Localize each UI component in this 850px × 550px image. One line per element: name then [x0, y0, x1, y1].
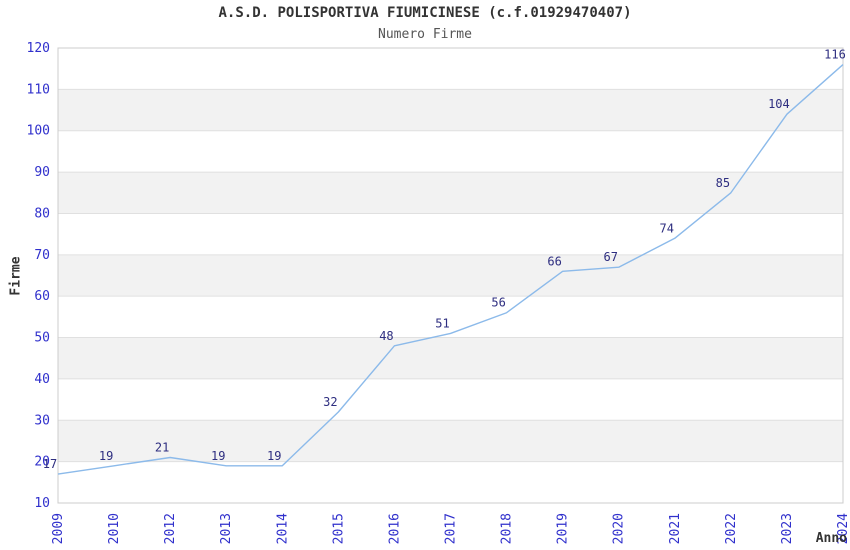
y-tick-label: 60 — [34, 289, 50, 304]
data-label: 56 — [491, 296, 505, 310]
y-axis-title: Firme — [8, 256, 24, 296]
data-label: 21 — [155, 441, 169, 455]
plot-band — [58, 130, 843, 173]
y-tick-label: 120 — [27, 41, 50, 56]
x-tick-label: 2013 — [219, 513, 234, 544]
plot-band — [58, 461, 843, 503]
data-label: 19 — [99, 449, 113, 463]
plot-band — [58, 378, 843, 421]
data-label: 104 — [768, 97, 790, 111]
data-label: 17 — [43, 457, 57, 471]
y-tick-label: 10 — [34, 496, 50, 511]
chart-title: A.S.D. POLISPORTIVA FIUMICINESE (c.f.019… — [218, 5, 632, 21]
plot-band — [58, 89, 843, 131]
plot-band — [58, 337, 843, 379]
data-label: 66 — [547, 254, 561, 268]
y-tick-label: 110 — [27, 82, 50, 97]
x-tick-label: 2010 — [107, 513, 122, 544]
x-tick-label: 2015 — [331, 513, 346, 544]
x-tick-label: 2014 — [275, 513, 290, 544]
x-axis-title: Anno — [815, 531, 847, 546]
x-tick-label: 2023 — [780, 513, 795, 544]
data-label: 32 — [323, 395, 337, 409]
y-tick-label: 20 — [34, 455, 50, 470]
y-tick-label: 90 — [34, 165, 50, 180]
plot-band — [58, 48, 843, 90]
data-label: 51 — [435, 316, 449, 330]
x-tick-label: 2018 — [500, 513, 515, 544]
plot-band — [58, 254, 843, 297]
y-tick-label: 40 — [34, 372, 50, 387]
data-label: 85 — [716, 176, 730, 190]
y-tick-label: 80 — [34, 206, 50, 221]
x-tick-label: 2019 — [556, 513, 571, 544]
chart-subtitle: Numero Firme — [378, 27, 472, 42]
x-tick-label: 2024 — [836, 513, 850, 544]
plot-line — [57, 64, 844, 475]
data-label: 67 — [603, 250, 617, 264]
plot-band — [58, 213, 843, 255]
plot-band — [58, 420, 843, 462]
plot-border — [57, 47, 844, 504]
plot-band — [58, 172, 843, 214]
data-label: 19 — [211, 449, 225, 463]
data-label: 48 — [379, 329, 393, 343]
data-label: 74 — [660, 221, 674, 235]
x-tick-label: 2016 — [387, 513, 402, 544]
y-tick-label: 70 — [34, 248, 50, 263]
x-tick-label: 2020 — [612, 513, 627, 544]
plot-band — [58, 296, 843, 338]
data-label: 19 — [267, 449, 281, 463]
x-tick-label: 2022 — [724, 513, 739, 544]
x-tick-label: 2021 — [668, 513, 683, 544]
x-tick-label: 2017 — [444, 513, 459, 544]
data-label: 116 — [824, 48, 846, 62]
y-tick-label: 50 — [34, 331, 50, 346]
y-tick-label: 30 — [34, 413, 50, 428]
y-tick-label: 100 — [27, 124, 50, 139]
x-tick-label: 2012 — [163, 513, 178, 544]
x-tick-label: 2009 — [51, 513, 66, 544]
